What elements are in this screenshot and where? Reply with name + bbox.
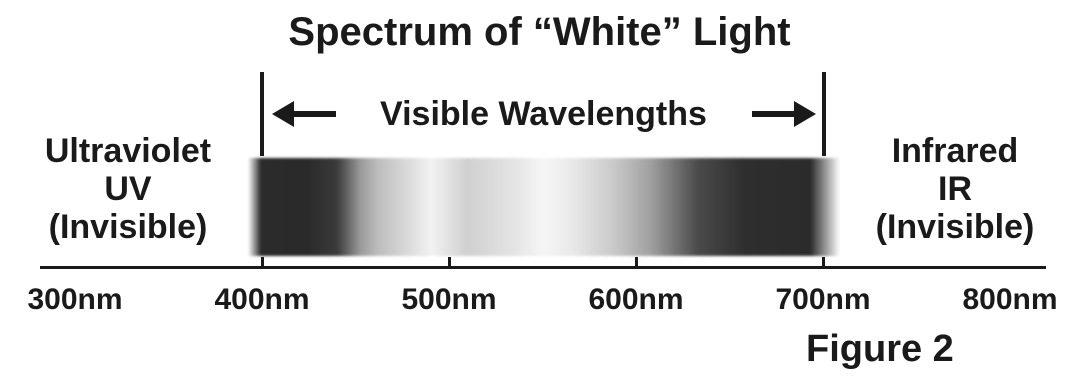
uv-name: Ultraviolet: [44, 132, 212, 170]
axis-tick-label: 800nm: [962, 283, 1058, 316]
axis-tick-label: 700nm: [775, 283, 871, 316]
visible-range-row: Visible Wavelengths: [262, 93, 825, 135]
axis-tick-label: 400nm: [214, 283, 310, 316]
axis-tick: [260, 257, 264, 269]
ir-abbrev: IR: [938, 170, 972, 208]
ir-note: (Invisible): [875, 208, 1035, 246]
visible-wavelengths-label: Visible Wavelengths: [380, 95, 707, 133]
wavelength-axis: [40, 266, 1046, 269]
ultraviolet-label-block: Ultraviolet UV (Invisible): [14, 132, 242, 246]
left-arrow-icon: [272, 101, 336, 127]
axis-tick-label: 600nm: [588, 283, 684, 316]
right-arrow-icon: [752, 101, 816, 127]
axis-tick-label: 300nm: [27, 283, 123, 316]
uv-abbrev: UV: [104, 170, 152, 208]
figure-caption: Figure 2: [806, 328, 954, 370]
uv-note: (Invisible): [48, 208, 208, 246]
spectrum-bar: [248, 158, 840, 256]
infrared-label-block: Infrared IR (Invisible): [846, 132, 1064, 246]
ir-name: Infrared: [891, 132, 1019, 170]
axis-tick: [821, 257, 825, 269]
axis-tick: [634, 257, 638, 269]
axis-tick: [447, 257, 451, 269]
diagram-title: Spectrum of “White” Light: [288, 10, 791, 54]
axis-tick-label: 500nm: [401, 283, 497, 316]
